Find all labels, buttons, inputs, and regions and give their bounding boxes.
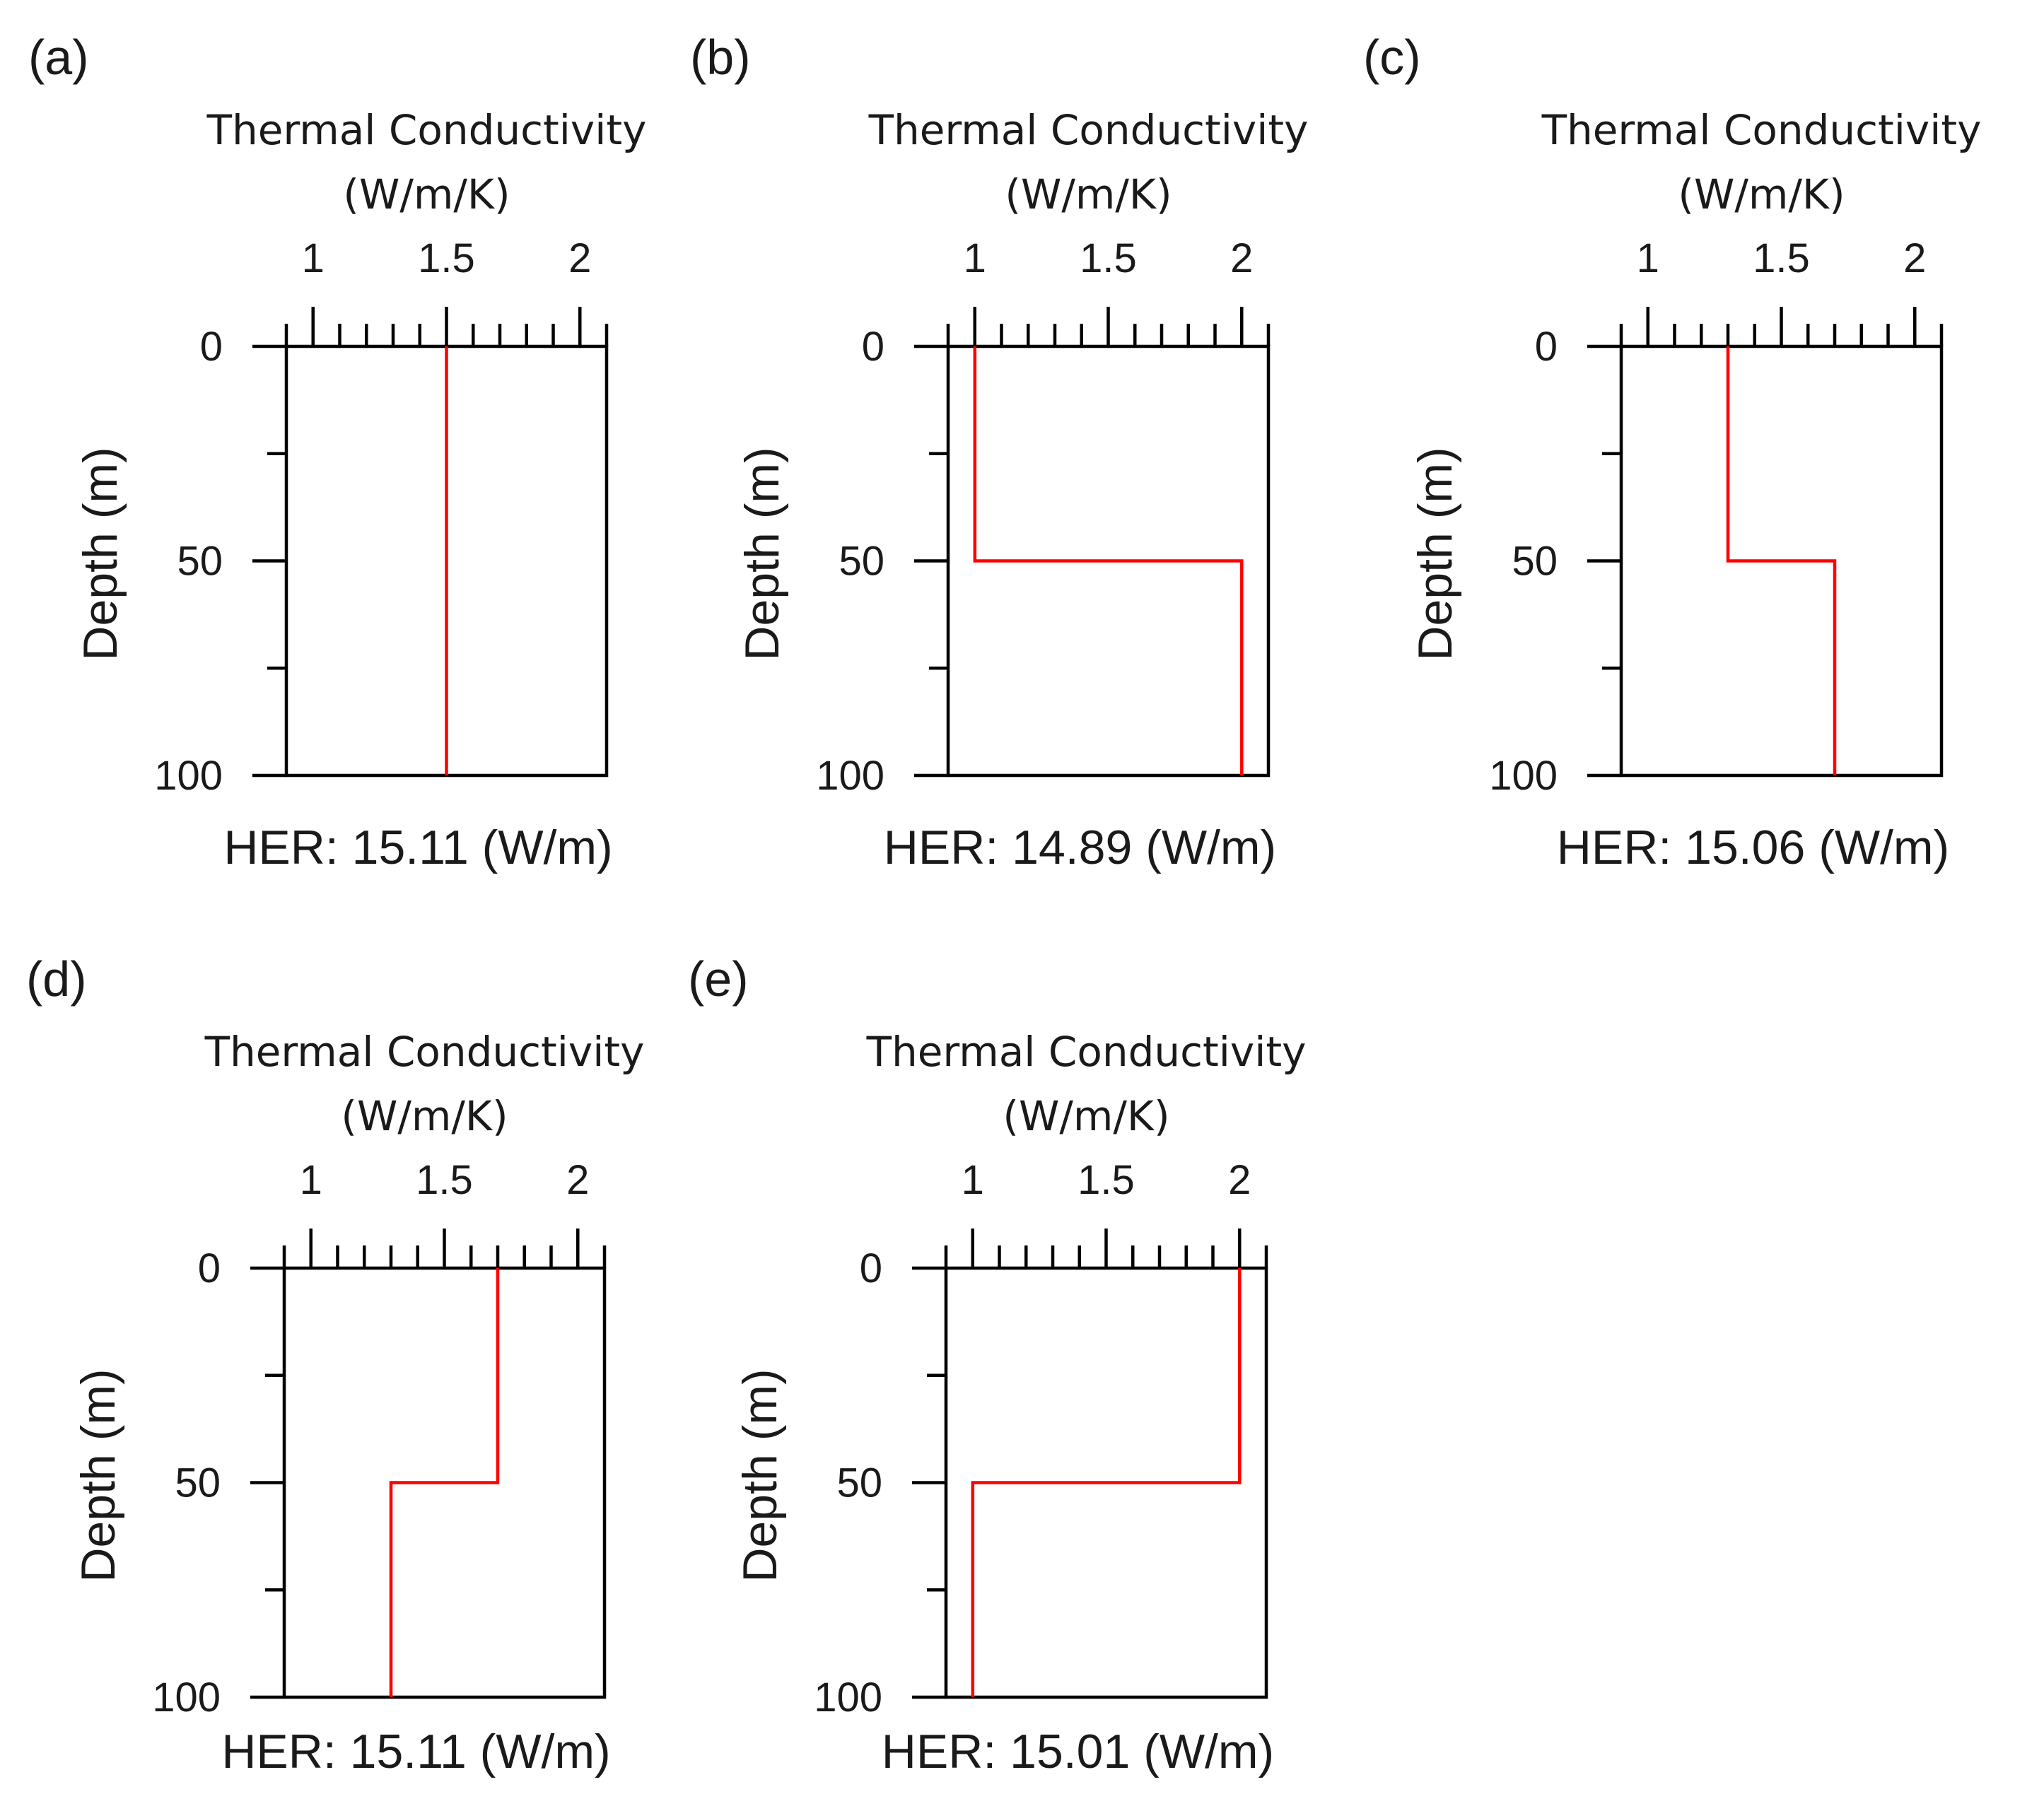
x-tick-label: 2 (566, 1157, 589, 1203)
x-tick-label: 2 (1230, 235, 1253, 281)
y-tick-label: 100 (816, 753, 884, 799)
panel-label: (b) (690, 30, 751, 85)
chart-panel: (c) Thermal Conductivity (W/m/K) 1 1.5 2 0 50 10… (1363, 30, 1981, 874)
y-axis-label: Depth (m) (733, 1368, 787, 1582)
y-tick-label: 100 (154, 753, 223, 799)
x-tick-label: 2 (1228, 1157, 1251, 1203)
y-tick-label: 0 (862, 324, 884, 370)
x-tick-label: 1.5 (1753, 235, 1810, 281)
x-tick-label: 1 (300, 1157, 322, 1203)
conductivity-profile-line (973, 346, 1244, 775)
x-tick-label: 2 (568, 235, 591, 281)
chart-panel: (b) Thermal Conductivity (W/m/K) 1 1.5 2 0 50 10… (690, 30, 1308, 874)
y-tick-label: 50 (175, 1460, 221, 1506)
conductivity-profile-line (1726, 346, 1837, 775)
axis-title: Thermal Conductivity (1541, 106, 1982, 154)
x-tick-label: 1 (1637, 235, 1659, 281)
axis-title: Thermal Conductivity (206, 106, 647, 154)
her-annotation: HER: 15.01 (W/m) (882, 1725, 1274, 1778)
y-axis-label: Depth (m) (74, 447, 127, 660)
axis-unit: (W/m/K) (1003, 1092, 1169, 1140)
y-tick-label: 50 (836, 1460, 882, 1506)
axis-title: Thermal Conductivity (204, 1028, 645, 1076)
x-tick-label: 1 (964, 235, 986, 281)
panel-label: (c) (1363, 30, 1421, 85)
x-tick-label: 1.5 (418, 235, 475, 281)
y-tick-label: 100 (152, 1675, 221, 1720)
chart-panel: (e) Thermal Conductivity (W/m/K) 1 1.5 2 0 50 10… (688, 951, 1306, 1778)
y-tick-label: 0 (860, 1245, 882, 1291)
her-annotation: HER: 14.89 (W/m) (884, 821, 1276, 874)
x-tick-label: 2 (1903, 235, 1926, 281)
y-tick-label: 50 (177, 539, 223, 585)
panel-label: (e) (688, 951, 749, 1007)
chart-panel: (a) Thermal Conductivity (W/m/K) 1 1.5 2 0 50 10… (28, 30, 646, 874)
x-tick-label: 1 (302, 235, 325, 281)
chart-panel: (d) Thermal Conductivity (W/m/K) 1 1.5 2 0 50 10… (26, 951, 644, 1778)
y-axis-label: Depth (m) (735, 447, 789, 660)
x-tick-label: 1.5 (416, 1157, 473, 1203)
y-tick-label: 0 (1535, 324, 1558, 370)
axis-unit: (W/m/K) (1678, 170, 1845, 218)
x-tick-label: 1.5 (1078, 1157, 1135, 1203)
conductivity-profile-line (971, 1268, 1242, 1697)
axis-unit: (W/m/K) (343, 170, 510, 218)
y-axis-label: Depth (m) (71, 1368, 125, 1582)
y-tick-label: 100 (814, 1675, 882, 1720)
y-tick-label: 50 (1512, 539, 1558, 585)
her-annotation: HER: 15.11 (W/m) (221, 1725, 610, 1778)
axis-unit: (W/m/K) (341, 1092, 508, 1140)
her-annotation: HER: 15.06 (W/m) (1557, 821, 1949, 874)
conductivity-profile-line (389, 1268, 500, 1697)
her-annotation: HER: 15.11 (W/m) (223, 821, 612, 874)
axis-title: Thermal Conductivity (866, 1028, 1307, 1076)
axis-unit: (W/m/K) (1005, 170, 1172, 218)
x-tick-label: 1.5 (1080, 235, 1137, 281)
panel-label: (a) (28, 30, 89, 85)
axis-title: Thermal Conductivity (868, 106, 1309, 154)
y-axis-label: Depth (m) (1408, 447, 1462, 660)
panel-label: (d) (26, 951, 87, 1007)
y-tick-label: 100 (1489, 753, 1558, 799)
y-tick-label: 0 (200, 324, 223, 370)
x-tick-label: 1 (962, 1157, 984, 1203)
y-tick-label: 50 (839, 539, 884, 585)
y-tick-label: 0 (198, 1245, 221, 1291)
